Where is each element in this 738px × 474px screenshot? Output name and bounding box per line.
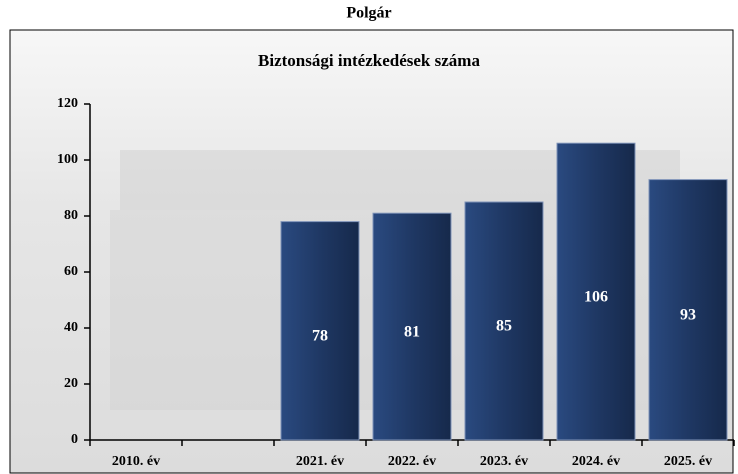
bar xyxy=(556,142,636,441)
x-tick-label: 2022. év xyxy=(388,454,436,469)
bar xyxy=(372,212,452,441)
x-tick-label: 2025. év xyxy=(664,454,712,469)
x-tick-label: 2021. év xyxy=(296,454,344,469)
x-tick-label: 2023. év xyxy=(480,454,528,469)
chart-title: Polgár xyxy=(346,5,391,22)
data-label: 93 xyxy=(680,306,696,323)
data-label: 85 xyxy=(496,318,512,335)
y-tick-label: 100 xyxy=(57,152,78,167)
data-label: 78 xyxy=(312,327,328,344)
bar xyxy=(648,179,728,441)
y-tick-label: 80 xyxy=(64,208,78,223)
data-label: 81 xyxy=(404,323,420,340)
y-tick-label: 40 xyxy=(64,320,78,335)
chart-subtitle: Biztonsági intézkedések száma xyxy=(258,51,480,70)
x-tick-label: 2024. év xyxy=(572,454,620,469)
y-tick-label: 20 xyxy=(64,376,78,391)
data-label: 106 xyxy=(584,288,608,305)
x-tick-label: 2010. év xyxy=(112,454,160,469)
bar xyxy=(464,201,544,441)
y-tick-label: 60 xyxy=(64,264,78,279)
y-tick-label: 0 xyxy=(71,432,78,447)
bar xyxy=(280,221,360,441)
y-tick-label: 120 xyxy=(57,96,78,111)
